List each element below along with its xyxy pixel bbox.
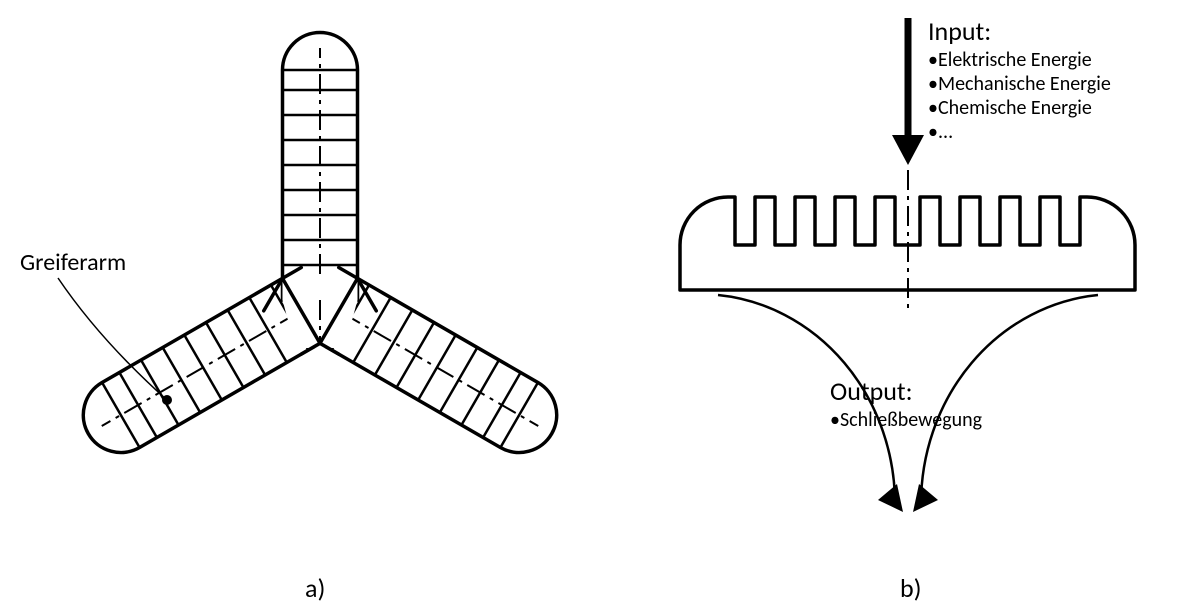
output-bullet-0: Schließbewegung: [840, 408, 983, 432]
svg-text:•Mechanische Energie: •Mechanische Energie: [928, 72, 1111, 96]
svg-text:•Elektrische Energie: •Elektrische Energie: [928, 48, 1092, 72]
panel-a-caption: a): [305, 572, 325, 604]
panel-b-caption: b): [900, 572, 922, 604]
greiferarm-label: Greiferarm: [20, 248, 126, 277]
greiferarm-pointer-dot: [162, 395, 172, 405]
input-label: Input:: [928, 15, 991, 47]
figure-svg: Greiferarm a) Input: •Elektrische Energi…: [0, 0, 1200, 605]
svg-text:•Chemische Energie: •Chemische Energie: [928, 96, 1092, 120]
svg-text:•...: •...: [928, 120, 953, 144]
input-bullet-3: ...: [938, 120, 953, 144]
input-bullets: •Elektrische Energie •Mechanische Energi…: [928, 48, 1111, 144]
output-label: Output:: [830, 375, 913, 407]
input-bullet-0: Elektrische Energie: [938, 48, 1092, 72]
input-bullet-2: Chemische Energie: [938, 96, 1092, 120]
gripper-side-view: [680, 170, 1135, 310]
input-bullet-1: Mechanische Energie: [938, 72, 1111, 96]
greiferarm-pointer: [58, 278, 167, 400]
input-arrow: [892, 18, 924, 165]
panel-a: Greiferarm a): [20, 33, 570, 605]
svg-text:•Schließbewegung: •Schließbewegung: [830, 408, 983, 432]
panel-b: Input: •Elektrische Energie •Mechanische…: [680, 15, 1135, 604]
